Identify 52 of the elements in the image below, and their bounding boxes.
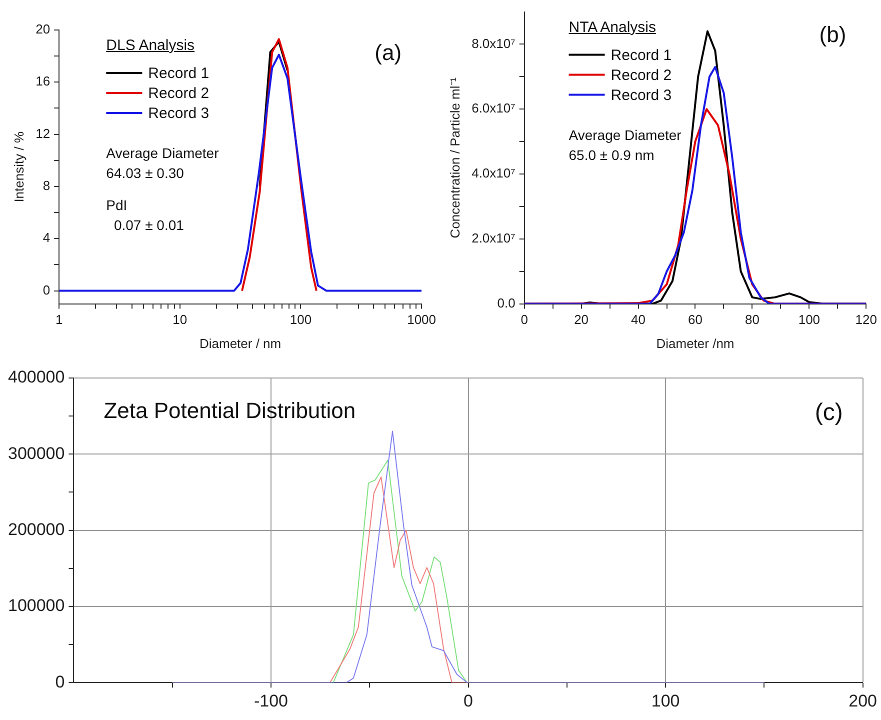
legend-label: Record 1	[610, 46, 672, 64]
legend-title: NTA Analysis	[568, 18, 656, 37]
y-axis-title: Intensity / %	[11, 131, 26, 202]
y-tick-label: 20	[36, 22, 50, 37]
y-axis-title: Concentration / Particle ml⁻¹	[447, 76, 462, 238]
y-tick-label: 12	[36, 126, 50, 141]
x-tick-label: 0	[520, 312, 528, 328]
y-tick-label: 0.0	[497, 295, 516, 310]
x-tick-label: 100	[651, 691, 680, 710]
legend-title: DLS Analysis	[106, 37, 195, 55]
legend-label: Record 1	[148, 65, 210, 82]
annotation: Average Diameter	[106, 145, 220, 161]
x-tick-label: 120	[855, 312, 878, 328]
y-tick-label: 2.0x10⁷	[472, 230, 516, 246]
y-tick-label: 8	[42, 178, 50, 194]
x-axis-title: Diameter /nm	[656, 336, 734, 351]
x-tick-label: 1	[55, 312, 63, 328]
x-tick-label: 10	[172, 312, 188, 328]
x-axis-title: Diameter / nm	[199, 336, 282, 351]
x-tick-label: 40	[631, 312, 646, 328]
annotation: PdI	[106, 197, 128, 213]
x-tick-label: 60	[688, 312, 702, 328]
y-tick-label: 400000	[8, 368, 65, 387]
annotation: 65.0 ± 0.9 nm	[568, 146, 654, 163]
annotation: 0.07 ± 0.01	[106, 217, 184, 233]
x-tick-label: 100	[798, 312, 820, 328]
y-tick-label: 200000	[8, 520, 65, 539]
y-tick-label: 16	[36, 74, 50, 89]
x-tick-label: 80	[744, 312, 760, 328]
annotation: (a)	[374, 40, 402, 65]
y-tick-label: 300000	[8, 444, 65, 463]
x-tick-label: 1000	[407, 312, 436, 328]
y-tick-label: 4.0x10⁷	[472, 166, 516, 181]
y-tick-label: 100000	[8, 596, 65, 616]
annotation: 64.03 ± 0.30	[106, 165, 184, 181]
legend-label: Record 3	[610, 86, 672, 104]
y-tick-label: 8.0x10⁷	[472, 36, 516, 51]
annotation: (b)	[819, 22, 846, 47]
y-tick-label: 4	[42, 230, 50, 246]
annotation: Average Diameter	[568, 126, 682, 143]
annotation: (c)	[814, 399, 843, 426]
y-tick-label: 0	[55, 672, 65, 692]
x-tick-label: 100	[290, 312, 312, 328]
y-tick-label: 0	[42, 282, 50, 298]
x-tick-label: 200	[848, 691, 878, 710]
legend-label: Record 3	[148, 105, 210, 122]
x-tick-label: 20	[574, 312, 589, 328]
text: Zeta Potential Distribution	[104, 398, 356, 423]
legend-label: Record 2	[610, 66, 672, 84]
legend-label: Record 2	[148, 85, 210, 102]
y-tick-label: 6.0x10⁷	[472, 100, 516, 116]
x-tick-label: -100	[254, 691, 288, 710]
